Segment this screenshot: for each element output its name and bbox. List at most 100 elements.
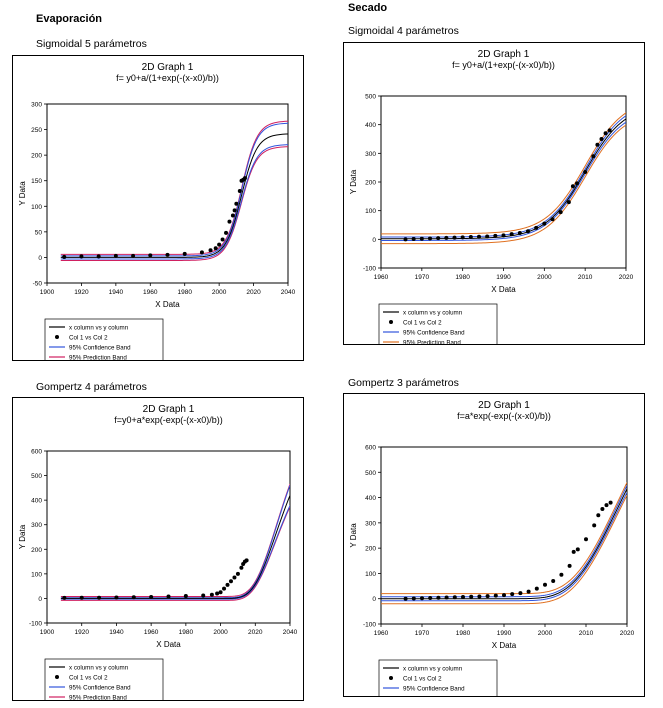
fit-line: [381, 488, 627, 600]
prediction-band-lower: [381, 494, 627, 605]
legend-entry-label: 95% Prediction Band: [403, 695, 461, 696]
chart-subtitle: f=y0+a*exp(-exp(-(x-x0)/b)): [114, 415, 223, 425]
data-point: [558, 210, 563, 215]
x-tick-label: 2040: [281, 289, 296, 296]
data-point: [436, 236, 441, 241]
data-point: [502, 593, 506, 598]
y-tick-label: 300: [31, 102, 42, 109]
data-point: [604, 503, 609, 508]
plot-area: [381, 112, 626, 245]
y-tick-label: 100: [365, 571, 376, 578]
chart-panel-3: 2D Graph 1 f=y0+a*exp(-exp(-(x-x0)/b)) -10…: [12, 397, 304, 701]
data-point: [501, 233, 506, 238]
data-point: [62, 254, 67, 259]
data-point: [114, 595, 119, 600]
x-tick-label: 1900: [40, 629, 55, 636]
chart-panel-2: 2D Graph 1 f= y0+a/(1+exp(-(x-x0)/b)) -100…: [343, 42, 645, 345]
prediction-band-upper: [381, 112, 626, 235]
data-point: [97, 595, 102, 600]
x-tick-label: 1920: [74, 629, 89, 636]
x-tick-label: 2000: [212, 289, 227, 296]
y-tick-label: 0: [38, 596, 42, 603]
plot-area: [60, 483, 290, 601]
data-point: [209, 592, 214, 597]
data-point: [607, 128, 612, 133]
chart-panel-1: 2D Graph 1 f= y0+a/(1+exp(-(x-x0)/b)) -50 0…: [12, 55, 304, 361]
x-tick-label: 2020: [619, 274, 634, 281]
data-point: [234, 201, 239, 206]
x-tick-label: 1960: [144, 629, 159, 636]
y-tick-label: 100: [31, 204, 42, 211]
x-tick-label: 1990: [496, 274, 511, 281]
legend: x column vs y column Col 1 vs Col 2 95% Co…: [378, 303, 498, 344]
data-point: [603, 131, 608, 136]
legend-entry-label: Col 1 vs Col 2: [69, 334, 108, 341]
data-point: [444, 595, 449, 600]
data-point: [543, 582, 547, 587]
y-tick-label: 600: [31, 449, 42, 456]
data-point: [235, 571, 240, 576]
data-point: [584, 537, 588, 542]
legend: x column vs y column Col 1 vs Col 2 95% Co…: [378, 659, 498, 696]
data-point: [566, 200, 571, 205]
data-point: [232, 208, 237, 213]
x-tick-label: 1900: [40, 289, 55, 296]
y-tick-label: 100: [365, 208, 376, 215]
prediction-band-lower: [60, 146, 288, 261]
chart-panel-4: 2D Graph 1 f=a*exp(-exp(-(x-x0)/b)) -100 0 1…: [343, 393, 645, 697]
legend-entry-label: 95% Prediction Band: [69, 694, 127, 700]
data-point: [583, 169, 588, 174]
x-tick-label: 2010: [579, 630, 594, 637]
data-point: [411, 596, 416, 601]
data-point: [222, 586, 227, 591]
y-axis-label: Y Data: [18, 181, 27, 206]
prediction-band-upper: [381, 482, 627, 595]
chart-caption-3: Gompertz 4 parámetros: [36, 381, 147, 393]
prediction-band-upper: [60, 120, 288, 255]
plot-area: [60, 120, 288, 261]
y-tick-label: 200: [365, 546, 376, 553]
y-tick-label: -100: [363, 622, 376, 629]
data-point: [550, 217, 555, 222]
plot-area: [381, 482, 627, 605]
x-tick-label: 1940: [109, 289, 124, 296]
x-tick-label: 1920: [74, 289, 89, 296]
data-point: [485, 594, 490, 599]
y-tick-label: -100: [363, 266, 376, 273]
confidence-band-lower: [381, 492, 627, 602]
data-point: [469, 594, 474, 599]
right-section-heading: Secado: [348, 2, 388, 14]
legend-entry-label: Col 1 vs Col 2: [403, 319, 442, 326]
x-tick-label: 2000: [537, 274, 552, 281]
confidence-band-upper: [381, 485, 627, 598]
y-tick-label: 50: [35, 229, 43, 236]
y-tick-label: -100: [29, 621, 42, 628]
prediction-band-lower: [381, 124, 626, 245]
chart-subtitle: f=a*exp(-exp(-(x-x0)/b)): [457, 411, 551, 421]
chart-title: 2D Graph 1: [478, 49, 530, 60]
chart-caption-2: Sigmoidal 4 parámetros: [348, 25, 459, 37]
data-point: [244, 558, 249, 563]
x-tick-label: 1970: [415, 274, 430, 281]
data-point: [225, 582, 230, 587]
data-point: [592, 523, 597, 528]
y-tick-label: 200: [31, 153, 42, 160]
data-point: [218, 590, 223, 595]
y-axis-label: Y Data: [349, 523, 358, 548]
data-point: [461, 594, 465, 599]
x-tick-label: 1980: [456, 630, 471, 637]
chart-svg-3: 2D Graph 1f=y0+a*exp(-exp(-(x-x0)/b)) -10…: [18, 404, 298, 700]
legend-entry-label: x column vs y column: [403, 309, 463, 316]
legend-marker-points: [389, 320, 393, 324]
x-tick-label: 2020: [620, 630, 635, 637]
data-point: [526, 589, 531, 594]
data-point: [452, 235, 457, 240]
data-point: [428, 236, 432, 241]
x-tick-label: 2010: [578, 274, 593, 281]
prediction-band-upper: [60, 483, 290, 597]
data-point: [239, 565, 244, 570]
legend-marker-points: [389, 676, 393, 680]
confidence-band-upper: [381, 115, 626, 238]
data-point: [220, 237, 225, 242]
legend-entry-label: x column vs y column: [69, 324, 129, 331]
